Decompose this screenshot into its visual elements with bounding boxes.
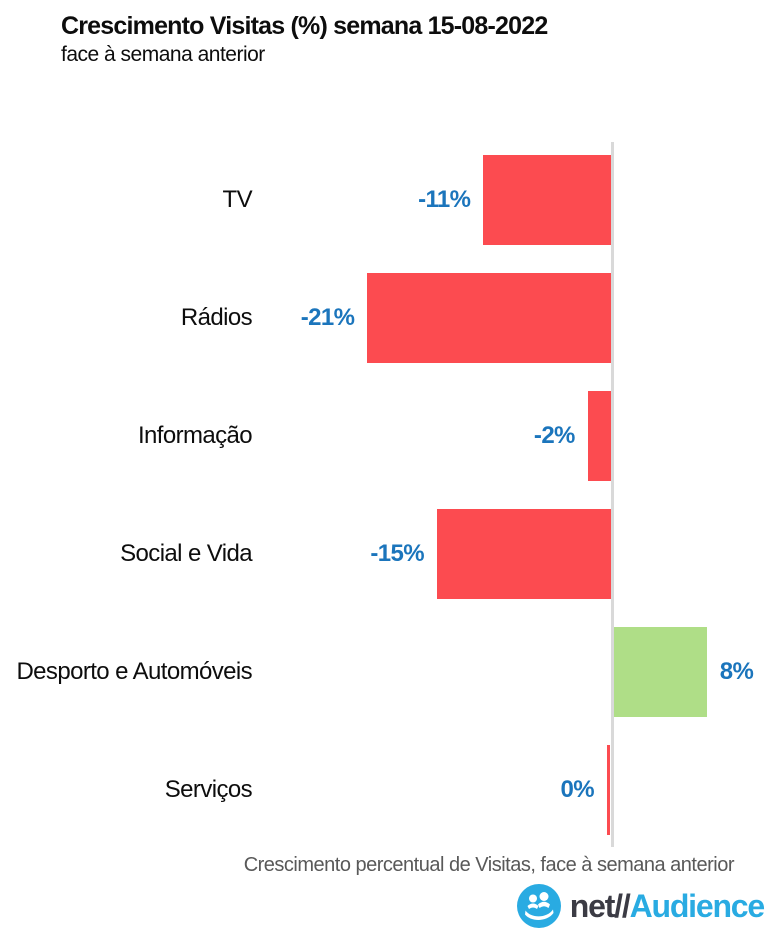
value-label-r-dios: -21% bbox=[300, 304, 355, 331]
x-axis-caption: Crescimento percentual de Visitas, face … bbox=[243, 854, 735, 876]
category-label-social-e-vida: Social e Vida bbox=[120, 540, 252, 567]
category-label-desporto-e-autom-veis: Desporto e Automóveis bbox=[16, 658, 252, 685]
chart-title: Crescimento Visitas (%) semana 15-08-202… bbox=[61, 12, 548, 40]
bar-social-e-vida bbox=[437, 509, 611, 599]
bar-desporto-e-autom-veis bbox=[614, 627, 707, 717]
bar-r-dios bbox=[367, 273, 611, 363]
category-label-tv: TV bbox=[222, 186, 253, 213]
chart-subtitle: face à semana anterior bbox=[61, 43, 265, 66]
bar-servi-os bbox=[607, 745, 610, 835]
logo-text-audience: Audience bbox=[629, 888, 766, 924]
value-label-tv: -11% bbox=[418, 186, 471, 213]
value-label-informa-o: -2% bbox=[533, 422, 575, 449]
value-label-desporto-e-autom-veis: 8% bbox=[719, 658, 754, 685]
logo-text-net: net// bbox=[569, 888, 631, 924]
category-label-r-dios: Rádios bbox=[180, 304, 253, 331]
category-label-servi-os: Serviços bbox=[164, 776, 253, 803]
logo-wordmark: net//Audience bbox=[569, 884, 766, 928]
value-label-social-e-vida: -15% bbox=[370, 540, 424, 567]
netaudience-logo: net//Audience bbox=[516, 884, 766, 928]
bar-tv bbox=[483, 155, 611, 245]
audience-people-icon bbox=[516, 884, 561, 928]
bar-informa-o bbox=[587, 391, 611, 481]
category-label-informa-o: Informação bbox=[137, 422, 253, 449]
zero-axis-line bbox=[611, 142, 614, 847]
value-label-servi-os: 0% bbox=[560, 776, 595, 803]
